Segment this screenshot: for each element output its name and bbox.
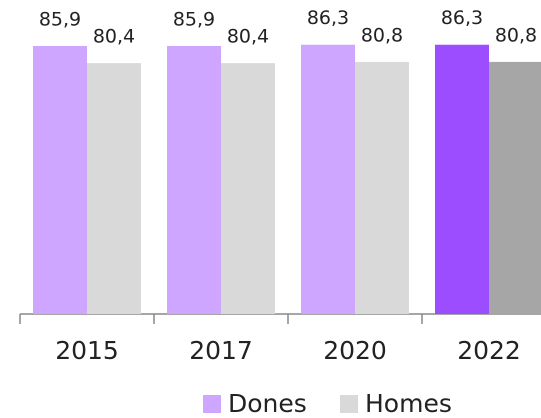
legend-label: Homes xyxy=(365,389,452,418)
x-tick-label: 2022 xyxy=(457,336,521,365)
bar xyxy=(301,44,355,315)
bar xyxy=(221,63,275,314)
legend-swatch xyxy=(203,395,221,413)
bar xyxy=(167,45,221,314)
value-label: 80,8 xyxy=(361,24,403,46)
value-label: 80,4 xyxy=(227,26,269,48)
x-tick-label: 2020 xyxy=(323,336,387,365)
x-tick-label: 2015 xyxy=(55,336,119,365)
bar xyxy=(435,44,489,315)
value-label: 85,9 xyxy=(39,8,81,30)
value-label: 85,9 xyxy=(173,8,215,30)
x-tick-label: 2017 xyxy=(189,336,253,365)
bar xyxy=(355,61,409,315)
legend-swatch xyxy=(340,395,358,413)
value-label: 80,4 xyxy=(93,26,135,48)
bar xyxy=(87,63,141,314)
value-label: 80,8 xyxy=(495,24,537,46)
value-label: 86,3 xyxy=(441,7,483,29)
value-label: 86,3 xyxy=(307,7,349,29)
legend-label: Dones xyxy=(228,389,307,418)
bar xyxy=(489,61,541,315)
bar xyxy=(33,45,87,314)
